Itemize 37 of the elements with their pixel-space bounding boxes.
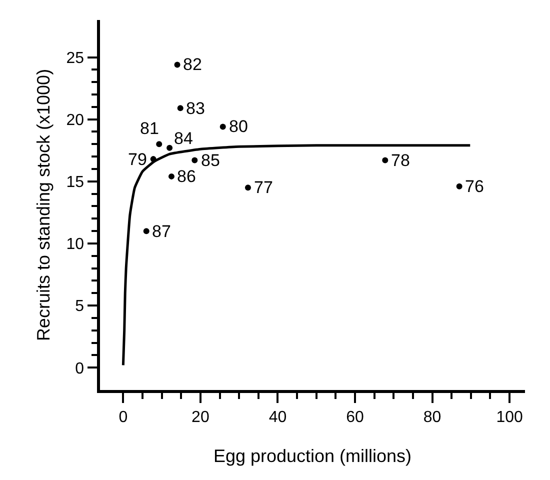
x-tick-label: 20 [192,408,210,426]
annotation: 80 [229,117,248,136]
annotation: 85 [201,151,220,170]
point [244,184,251,191]
x-axis-title: Egg production (millions) [213,446,412,466]
point [174,62,180,68]
y-tick-label: 20 [66,112,84,129]
point [456,183,462,190]
annotation: 78 [391,151,410,170]
y-tick-label: 15 [66,174,84,192]
y-tick-label: 0 [75,360,84,378]
annotation: 82 [183,55,202,74]
annotation: 86 [177,167,196,186]
point [156,141,162,148]
y-axis-title: Recruits to standing stock (x1000) [33,68,54,342]
annotation: 83 [186,99,205,118]
x-tick-label: 60 [346,408,364,426]
point [220,124,226,130]
annotation: 87 [152,222,171,241]
annotation: 81 [140,119,159,138]
point [177,105,184,112]
point [143,228,150,234]
annotation: 76 [465,177,484,196]
point [168,173,174,180]
y-tick-label: 25 [66,50,84,67]
x-tick-label: 0 [118,408,128,426]
annotation: 77 [254,178,273,197]
point [166,144,173,151]
x-tick-label: 40 [268,408,287,426]
point [192,157,198,164]
point [382,157,388,164]
y-tick-label: 5 [75,298,84,316]
y-tick-label: 10 [66,236,84,254]
annotation: 79 [128,150,147,169]
x-tick-label: 100 [496,408,523,426]
annotation: 84 [174,129,193,148]
x-tick-label: 80 [423,408,442,426]
